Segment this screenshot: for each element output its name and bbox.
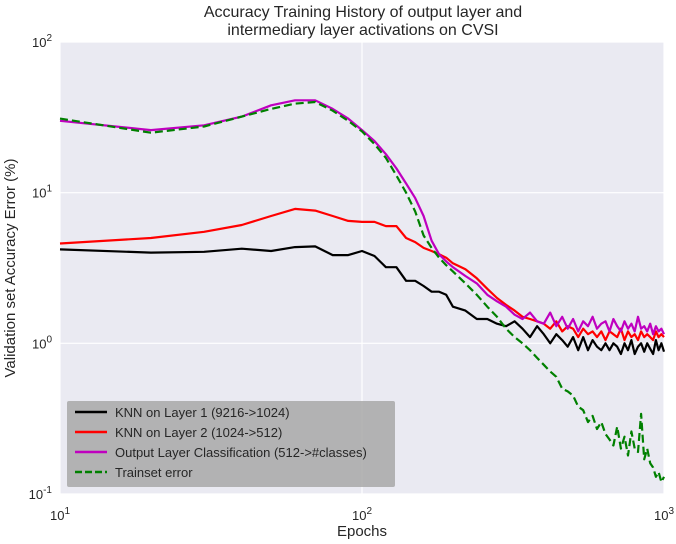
x-tick-label: 103 [654,506,674,523]
gridlines [59,41,665,495]
chart-title-line-1: Accuracy Training History of output laye… [204,4,522,21]
legend-label: KNN on Layer 2 (1024->512) [115,425,282,440]
series-line-1 [59,245,666,356]
series-line-2 [59,207,665,342]
series-lines [59,99,666,484]
tick-labels: 101 102 103 10-1 100 101 102 [29,33,675,523]
legend: KNN on Layer 1 (9216->1024) KNN on Layer … [67,401,395,487]
x-tick-label: 102 [352,506,372,523]
legend-label: Trainset error [115,465,193,480]
series-line-3 [59,99,665,336]
series-line-4 [59,100,665,484]
y-tick-label: 101 [32,184,52,201]
y-tick-label: 10-1 [29,485,53,502]
y-tick-label: 102 [32,33,52,50]
x-axis-label: Epochs [337,523,387,540]
legend-label: Output Layer Classification (512->#class… [115,445,367,460]
legend-label: KNN on Layer 1 (9216->1024) [115,405,290,420]
x-tick-label: 101 [50,506,70,523]
y-axis-label: Validation set Accuracy Error (%) [2,159,19,378]
chart-title-line-2: intermediary layer activations on CVSI [227,22,498,39]
legend-box [67,401,395,487]
y-tick-label: 100 [32,334,52,351]
